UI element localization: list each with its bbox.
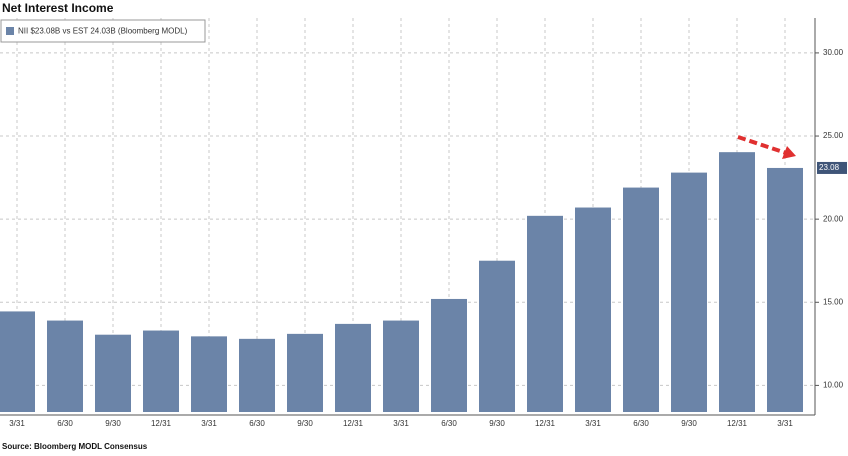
value-label: 23.08 xyxy=(819,163,840,172)
legend-label: NII $23.08B vs EST 24.03B (Bloomberg MOD… xyxy=(18,27,188,36)
x-tick-label: 3/31 xyxy=(201,419,217,428)
x-tick-label: 9/30 xyxy=(297,419,313,428)
x-tick-label: 3/31 xyxy=(777,419,793,428)
bar xyxy=(191,336,227,412)
y-tick-label: 25.00 xyxy=(823,131,844,140)
y-tick-label: 20.00 xyxy=(823,214,844,223)
bar xyxy=(47,320,83,412)
x-tick-label: 6/30 xyxy=(633,419,649,428)
bar xyxy=(719,152,755,413)
trend-arrow xyxy=(737,135,796,159)
legend-box xyxy=(0,19,206,43)
x-tick-label: 6/30 xyxy=(249,419,265,428)
x-tick-label: 12/31 xyxy=(727,419,748,428)
value-label-box xyxy=(817,161,847,174)
x-tick-label: 3/31 xyxy=(585,419,601,428)
bar xyxy=(239,338,275,412)
bar xyxy=(527,215,563,412)
bar xyxy=(431,298,467,412)
bar xyxy=(383,320,419,412)
bar xyxy=(95,334,131,412)
x-tick-label: 12/31 xyxy=(343,419,364,428)
x-tick-label: 12/31 xyxy=(151,419,172,428)
y-tick-label: 10.00 xyxy=(823,381,844,390)
bar xyxy=(479,260,515,412)
source-note: Source: Bloomberg MODL Consensus xyxy=(2,442,148,451)
x-tick-label: 9/30 xyxy=(681,419,697,428)
x-tick-label: 6/30 xyxy=(441,419,457,428)
y-tick-label: 30.00 xyxy=(823,48,844,57)
y-tick-label: 15.00 xyxy=(823,297,844,306)
x-tick-label: 9/30 xyxy=(105,419,121,428)
bar xyxy=(0,311,35,412)
x-tick-label: 9/30 xyxy=(489,419,505,428)
bar xyxy=(767,167,803,412)
bar xyxy=(143,330,179,412)
bar xyxy=(575,207,611,412)
bar xyxy=(623,187,659,412)
x-tick-label: 3/31 xyxy=(9,419,25,428)
chart-title: Net Interest Income xyxy=(2,1,114,15)
x-tick-label: 6/30 xyxy=(57,419,73,428)
x-tick-label: 12/31 xyxy=(535,419,556,428)
plot-area xyxy=(0,18,815,413)
legend-swatch xyxy=(6,27,14,35)
x-tick-label: 3/31 xyxy=(393,419,409,428)
bar xyxy=(287,333,323,412)
bar xyxy=(335,323,371,412)
bar xyxy=(671,172,707,412)
